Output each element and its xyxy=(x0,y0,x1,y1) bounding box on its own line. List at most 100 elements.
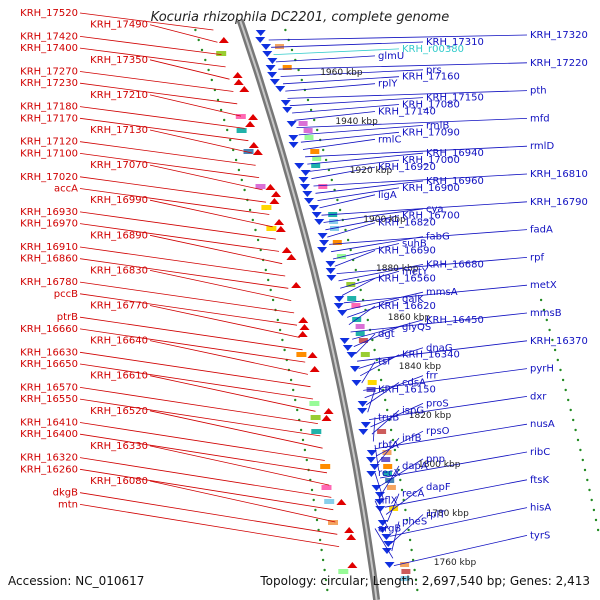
reverse-gene-arrow xyxy=(365,457,376,463)
left-connector-line xyxy=(149,129,253,154)
right-gene-label: truB xyxy=(378,412,399,423)
left-gene-label: KRH_17270 xyxy=(20,67,78,78)
guide-dot xyxy=(395,458,398,462)
right-connector-line xyxy=(379,451,528,479)
reverse-gene-arrow xyxy=(374,499,385,505)
right-gene-label: metX xyxy=(530,280,557,291)
cog-color-block xyxy=(400,562,410,567)
right-connector-line xyxy=(282,76,400,85)
reverse-gene-arrow xyxy=(360,422,371,428)
cog-color-block xyxy=(236,128,247,133)
right-connector-line xyxy=(280,69,424,77)
cog-color-block xyxy=(355,331,365,336)
guide-dot xyxy=(237,168,241,172)
guide-dot xyxy=(303,448,307,452)
left-connector-line xyxy=(79,363,314,400)
reverse-gene-arrow xyxy=(262,51,273,57)
guide-dot xyxy=(592,508,596,512)
right-connector-line xyxy=(367,389,376,413)
right-gene-label: KRH_17080 xyxy=(402,100,460,111)
guide-dot xyxy=(583,468,587,472)
right-gene-label: pheS xyxy=(402,517,427,528)
right-connector-line xyxy=(338,264,424,282)
right-connector-line xyxy=(331,236,424,253)
cog-color-block xyxy=(235,114,246,119)
guide-dot xyxy=(324,158,328,162)
right-gene-label: KRH_17000 xyxy=(402,155,460,166)
right-gene-label: KRH_16960 xyxy=(426,176,484,187)
left-connector-line xyxy=(79,82,238,105)
guide-dot xyxy=(232,148,235,152)
left-connector-line xyxy=(79,468,334,511)
left-connector-line xyxy=(149,94,242,117)
left-gene-label: KRH_16930 xyxy=(20,207,78,218)
guide-dot xyxy=(564,388,567,392)
right-connector-line xyxy=(285,83,376,92)
left-connector-line xyxy=(79,36,222,55)
right-gene-label: KRH_16940 xyxy=(426,148,484,159)
right-gene-label: KRH_17320 xyxy=(530,30,588,41)
guide-dot xyxy=(229,138,232,142)
guide-dot xyxy=(551,338,554,342)
left-gene-label: pccB xyxy=(54,289,78,300)
guide-dot xyxy=(278,328,282,332)
accession-text: Accession: NC_010617 xyxy=(8,574,145,588)
cog-color-block xyxy=(275,44,284,49)
guide-dot xyxy=(281,338,284,342)
right-gene-label: rbfA xyxy=(378,440,399,451)
right-gene-label: glyQS xyxy=(402,322,431,333)
left-gene-label: accA xyxy=(54,184,78,195)
forward-gene-arrow xyxy=(309,366,320,372)
reverse-gene-arrow xyxy=(325,261,336,267)
reverse-gene-arrow xyxy=(308,205,319,211)
reverse-gene-arrow xyxy=(288,135,299,141)
left-gene-label: KRH_16320 xyxy=(20,453,78,464)
right-gene-label: KRH_16810 xyxy=(530,169,588,180)
right-connector-line xyxy=(341,277,376,296)
guide-dot xyxy=(548,328,551,332)
forward-gene-arrow xyxy=(344,527,355,533)
right-connector-line xyxy=(374,472,385,501)
guide-dot xyxy=(408,538,412,542)
right-connector-line xyxy=(302,138,376,150)
right-connector-line xyxy=(363,368,528,391)
right-connector-line xyxy=(275,55,376,63)
cog-color-block xyxy=(386,485,396,490)
forward-gene-arrow xyxy=(248,114,259,120)
guide-dot xyxy=(256,238,260,242)
guide-dot xyxy=(596,528,600,532)
left-connector-line xyxy=(79,188,270,215)
cog-color-block xyxy=(332,240,342,245)
left-connector-line xyxy=(79,12,214,31)
reverse-gene-arrow xyxy=(342,345,353,351)
forward-gene-arrow xyxy=(281,247,292,253)
left-connector-line xyxy=(79,211,276,240)
left-gene-label: KRH_16260 xyxy=(20,464,78,475)
left-connector-line xyxy=(79,258,289,289)
forward-gene-arrow xyxy=(232,72,243,78)
left-gene-label: KRH_17130 xyxy=(90,125,148,136)
left-connector-line xyxy=(149,445,330,486)
cog-color-block xyxy=(266,226,277,231)
right-connector-line xyxy=(300,131,400,143)
right-connector-line xyxy=(273,48,400,55)
right-connector-line xyxy=(374,500,389,530)
guide-dot xyxy=(561,378,565,382)
guide-dot xyxy=(320,548,323,552)
guide-dot xyxy=(234,158,238,162)
cog-color-block xyxy=(311,429,322,434)
right-gene-label: rmlB xyxy=(426,120,449,131)
right-connector-line xyxy=(375,430,424,457)
left-gene-label: KRH_16570 xyxy=(20,382,78,393)
guide-dot xyxy=(357,278,360,282)
right-connector-line xyxy=(352,319,424,340)
forward-gene-arrow xyxy=(275,226,286,232)
reverse-gene-arrow xyxy=(267,72,278,78)
cog-color-block xyxy=(243,149,254,154)
right-gene-label: KRH_16790 xyxy=(530,197,588,208)
forward-gene-arrow xyxy=(299,324,310,330)
right-connector-line xyxy=(347,298,400,318)
guide-dot xyxy=(289,378,293,382)
